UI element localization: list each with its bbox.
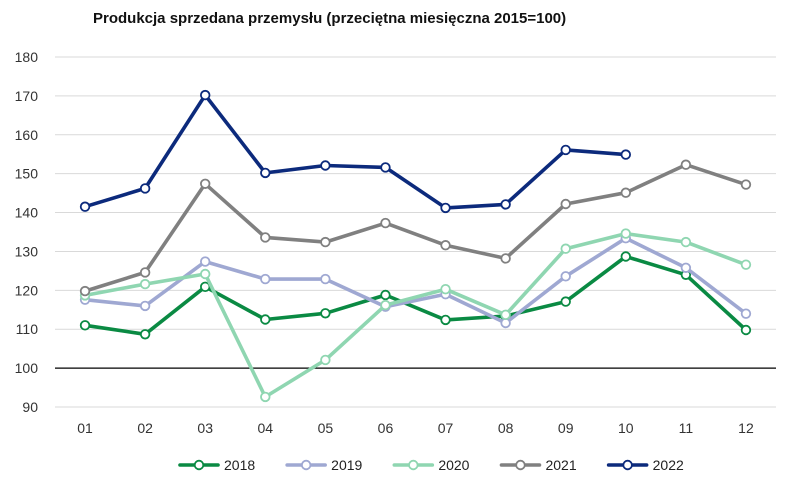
- x-tick-label: 05: [318, 420, 334, 436]
- data-point-2022: [560, 144, 571, 156]
- data-point-2018: [560, 296, 571, 307]
- legend-marker-2021: [515, 459, 526, 471]
- x-tick-label: 08: [498, 420, 514, 436]
- data-point-2018: [79, 320, 91, 331]
- y-tick-label: 170: [15, 88, 39, 104]
- legend-label-2022: 2022: [653, 457, 684, 473]
- data-point-2018: [440, 314, 451, 326]
- data-point-2018: [740, 324, 752, 336]
- data-point-2021: [139, 267, 151, 278]
- x-tick-label: 02: [137, 420, 153, 436]
- x-tick-label: 04: [258, 420, 274, 436]
- data-point-2021: [560, 198, 571, 210]
- data-point-2019: [560, 271, 571, 282]
- series-line-2019: [83, 236, 748, 325]
- x-tick-label: 11: [679, 420, 694, 436]
- legend-label-2020: 2020: [438, 457, 469, 473]
- series-line-2022: [83, 93, 628, 210]
- data-point-2019: [320, 273, 331, 285]
- y-tick-label: 160: [15, 127, 39, 143]
- data-point-2020: [200, 268, 211, 280]
- data-point-2020: [260, 391, 271, 403]
- x-tick-label: 12: [738, 420, 754, 436]
- y-tick-label: 180: [15, 49, 39, 65]
- x-tick-label: 03: [197, 420, 213, 436]
- y-tick-label: 110: [16, 321, 39, 337]
- legend-label-2018: 2018: [224, 457, 255, 473]
- legend-marker-2019: [300, 459, 312, 471]
- y-tick-label: 90: [22, 399, 38, 415]
- x-tick-label: 07: [438, 420, 454, 436]
- data-point-2021: [500, 253, 511, 264]
- series-line-2018: [83, 254, 748, 337]
- data-point-2022: [320, 160, 331, 171]
- data-point-2018: [139, 329, 151, 340]
- data-point-2019: [260, 273, 271, 285]
- x-tick-label: 06: [378, 420, 394, 436]
- data-point-2021: [440, 240, 451, 251]
- data-point-2022: [440, 202, 451, 214]
- data-point-2020: [500, 309, 511, 321]
- chart-title: Produkcja sprzedana przemysłu (przeciętn…: [93, 10, 567, 27]
- data-point-2021: [680, 159, 692, 170]
- data-point-2018: [320, 308, 331, 319]
- data-point-2018: [260, 314, 271, 325]
- legend-label-2019: 2019: [331, 457, 362, 473]
- data-point-2019: [200, 256, 211, 267]
- legend-marker-2018: [193, 459, 205, 471]
- series-line-2021: [83, 162, 748, 293]
- data-point-2022: [620, 149, 631, 160]
- x-tick-label: 10: [618, 420, 634, 436]
- y-tick-label: 140: [15, 205, 39, 221]
- data-point-2021: [79, 285, 91, 297]
- data-point-2018: [620, 251, 631, 262]
- data-point-2018: [380, 289, 391, 301]
- data-point-2020: [560, 243, 571, 254]
- data-point-2022: [200, 89, 211, 101]
- data-point-2020: [139, 278, 151, 290]
- x-tick-label: 09: [558, 420, 574, 436]
- x-tick-label: 01: [77, 420, 93, 436]
- y-tick-label: 100: [15, 360, 39, 376]
- y-tick-label: 120: [15, 282, 39, 298]
- data-point-2020: [740, 259, 752, 270]
- data-point-2020: [680, 236, 692, 248]
- data-point-2020: [380, 299, 391, 311]
- data-point-2022: [79, 201, 91, 212]
- data-point-2021: [380, 217, 391, 229]
- y-tick-label: 130: [15, 243, 39, 259]
- data-point-2022: [139, 183, 151, 194]
- data-point-2021: [260, 232, 271, 243]
- data-point-2020: [620, 228, 631, 239]
- data-point-2021: [620, 187, 631, 198]
- data-point-2022: [500, 199, 511, 210]
- data-point-2019: [740, 308, 752, 319]
- legend-marker-2020: [408, 459, 419, 471]
- data-point-2021: [740, 179, 752, 190]
- data-point-2019: [139, 300, 151, 312]
- y-tick-label: 150: [15, 166, 39, 182]
- legend-marker-2022: [622, 459, 633, 471]
- data-point-2021: [200, 178, 211, 189]
- series-line-2020: [83, 231, 748, 399]
- data-point-2020: [440, 283, 451, 295]
- data-point-2020: [320, 354, 331, 366]
- legend-label-2021: 2021: [545, 457, 576, 473]
- data-point-2019: [680, 262, 692, 273]
- data-point-2021: [320, 236, 331, 248]
- data-point-2022: [380, 162, 391, 173]
- data-point-2022: [260, 167, 271, 179]
